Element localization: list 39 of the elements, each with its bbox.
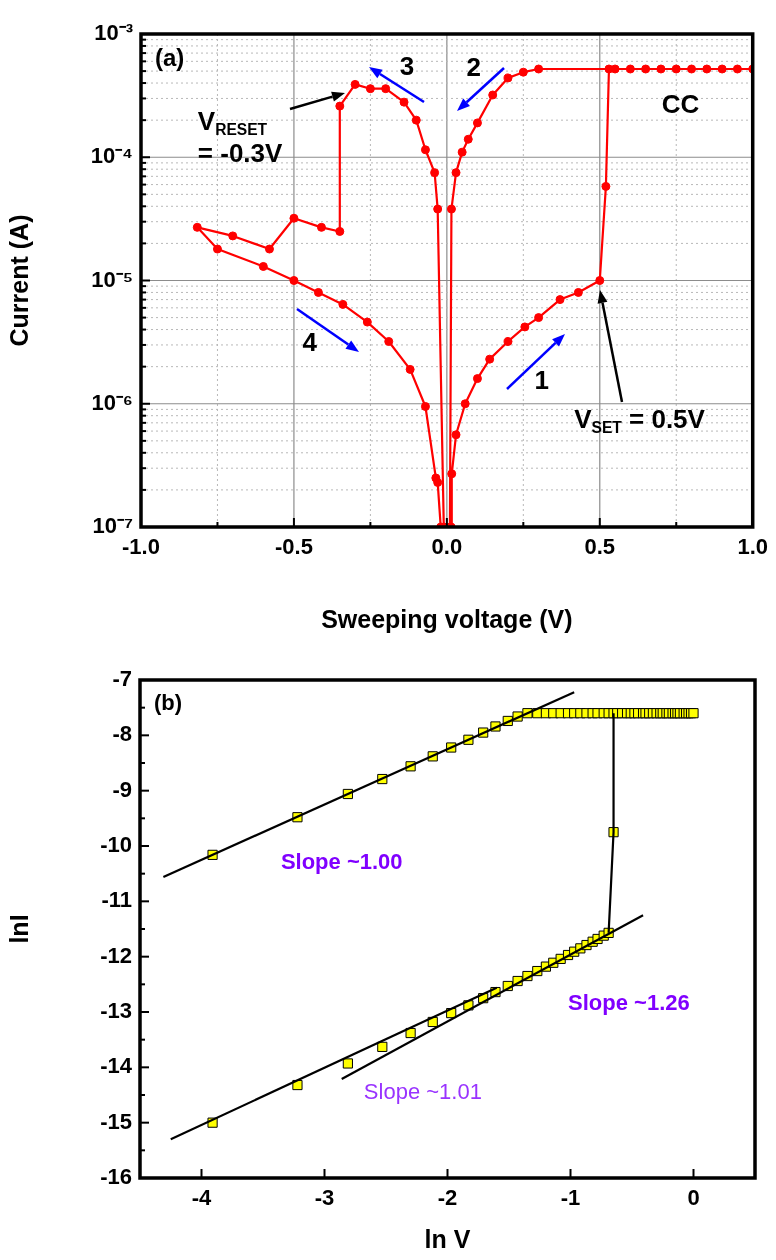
y-tick-label: -8: [112, 721, 132, 747]
x-tick-label: -2: [437, 1185, 458, 1211]
annotation: 2: [466, 52, 481, 83]
y-tick-label: -10: [100, 832, 132, 858]
y-tick-label: -16: [100, 1164, 132, 1190]
x-axis-title: Sweeping voltage (V): [321, 604, 573, 633]
y-tick-label: -11: [101, 887, 132, 913]
annotation: Slope ~1.00: [280, 849, 403, 875]
y-axis-title: lnI: [4, 914, 33, 944]
annotation: (a): [155, 44, 185, 72]
y-tick-label: -15: [100, 1108, 132, 1134]
annotation: V$_{SET}$ = 0.5V: [574, 403, 705, 438]
x-tick-label: -3: [314, 1185, 335, 1211]
y-tick-label: -12: [100, 942, 132, 968]
y-tick-label: 10⁻⁴: [90, 143, 133, 169]
x-tick-label: -0.5: [274, 534, 313, 560]
y-tick-label: 10⁻⁵: [91, 266, 133, 292]
y-tick-label: -9: [112, 776, 132, 802]
x-tick-label: -4: [191, 1185, 213, 1211]
annotation: Slope ~1.01: [363, 1079, 482, 1105]
x-tick-label: 1.0: [737, 534, 769, 560]
annotation: V$_{RESET}$ = -0.3V: [197, 105, 283, 170]
annotation: CC: [661, 89, 700, 120]
annotation: 1: [534, 365, 549, 397]
y-axis-title: Current (A): [4, 214, 33, 347]
y-tick-label: -7: [112, 666, 132, 692]
x-tick-label: -1: [560, 1185, 581, 1211]
x-tick-label: 0.5: [584, 534, 616, 560]
annotation: (b): [154, 690, 183, 716]
annotation: 3: [399, 51, 415, 82]
x-tick-label: 0: [687, 1185, 700, 1211]
y-tick-label: 10⁻³: [94, 20, 133, 46]
y-tick-label: -13: [100, 998, 132, 1024]
x-tick-label: 0.0: [431, 534, 463, 560]
annotation: Slope ~1.26: [568, 990, 690, 1016]
annotation: 4: [302, 327, 318, 359]
y-tick-label: 10⁻⁶: [91, 389, 133, 415]
x-axis-title: ln V: [424, 1224, 471, 1253]
y-tick-label: -14: [100, 1053, 133, 1079]
